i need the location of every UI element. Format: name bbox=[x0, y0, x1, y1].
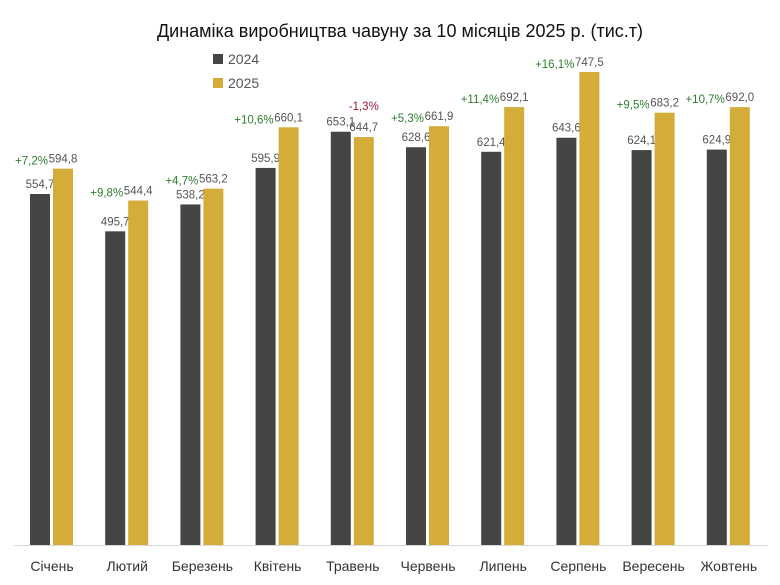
change-label: +10,7% bbox=[685, 94, 724, 106]
change-label: +9,8% bbox=[90, 188, 123, 200]
data-label-2025: 692,1 bbox=[500, 92, 529, 104]
data-label-2024: 624,1 bbox=[627, 135, 656, 147]
data-label-2024: 538,2 bbox=[176, 189, 205, 201]
bar-2024 bbox=[481, 151, 502, 546]
bar-2025 bbox=[128, 200, 149, 545]
change-label: -1,3% bbox=[349, 101, 379, 113]
x-tick-label: Березень bbox=[172, 558, 233, 574]
data-label-2024: 653,1 bbox=[326, 117, 355, 129]
data-label-2024: 624,9 bbox=[702, 135, 731, 147]
data-label-2024: 495,7 bbox=[101, 216, 130, 228]
data-label-2025: 692,0 bbox=[725, 92, 754, 104]
x-tick-label: Жовтень bbox=[700, 558, 757, 574]
bar-2024 bbox=[180, 204, 201, 545]
chart-title: Динаміка виробництва чавуну за 10 місяці… bbox=[157, 21, 643, 41]
change-label: +9,5% bbox=[617, 100, 650, 112]
change-label: +11,4% bbox=[461, 94, 499, 106]
data-label-2024: 643,6 bbox=[552, 123, 581, 135]
change-label: +10,6% bbox=[234, 114, 273, 126]
bar-2025 bbox=[654, 112, 675, 545]
legend-swatch-2025 bbox=[213, 78, 223, 88]
x-tick-label: Січень bbox=[30, 558, 73, 574]
bar-2024 bbox=[706, 149, 727, 546]
change-label: +4,7% bbox=[165, 176, 198, 188]
data-label-2025: 594,8 bbox=[49, 154, 78, 166]
x-tick-label: Серпень bbox=[550, 558, 606, 574]
legend-label-2024: 2024 bbox=[228, 51, 259, 67]
data-label-2025: 747,5 bbox=[575, 57, 604, 69]
bar-2025 bbox=[579, 72, 600, 545]
data-label-2024: 595,9 bbox=[251, 153, 280, 165]
bar-2025 bbox=[504, 107, 525, 545]
x-tick-label: Лютий bbox=[106, 558, 147, 574]
bar-2025 bbox=[729, 107, 750, 545]
data-label-2025: 563,2 bbox=[199, 174, 228, 186]
data-label-2025: 544,4 bbox=[124, 186, 153, 198]
data-label-2025: 661,9 bbox=[425, 111, 454, 123]
bar-2025 bbox=[429, 126, 449, 545]
bar-2025 bbox=[53, 168, 73, 545]
bar-2025 bbox=[203, 188, 224, 545]
legend-swatch-2024 bbox=[213, 54, 223, 64]
change-label: +5,3% bbox=[391, 113, 424, 125]
data-label-2024: 554,7 bbox=[26, 179, 55, 191]
x-tick-label: Липень bbox=[479, 558, 526, 574]
data-label-2024: 628,6 bbox=[402, 132, 431, 144]
bar-2025 bbox=[353, 137, 374, 545]
bar-2024 bbox=[631, 150, 652, 546]
data-label-2025: 644,7 bbox=[349, 122, 378, 134]
bar-2024 bbox=[255, 167, 276, 545]
legend: 2024 2025 bbox=[213, 51, 259, 91]
bar-2025 bbox=[278, 127, 299, 545]
change-label: +16,1% bbox=[535, 59, 574, 71]
data-label-2025: 683,2 bbox=[650, 98, 679, 110]
bar-2024 bbox=[30, 193, 50, 545]
bar-2024 bbox=[105, 231, 126, 545]
data-label-2025: 660,1 bbox=[274, 112, 303, 124]
bar-2024 bbox=[330, 131, 351, 545]
x-tick-label: Вересень bbox=[622, 558, 685, 574]
x-tick-label: Червень bbox=[401, 558, 456, 574]
x-tick-label: Травень bbox=[326, 558, 379, 574]
data-label-2024: 621,4 bbox=[477, 137, 506, 149]
x-tick-label: Квітень bbox=[254, 558, 302, 574]
bar-2024 bbox=[556, 137, 577, 545]
change-label: +7,2% bbox=[15, 156, 48, 168]
legend-label-2025: 2025 bbox=[228, 75, 259, 91]
bar-2024 bbox=[406, 147, 426, 545]
